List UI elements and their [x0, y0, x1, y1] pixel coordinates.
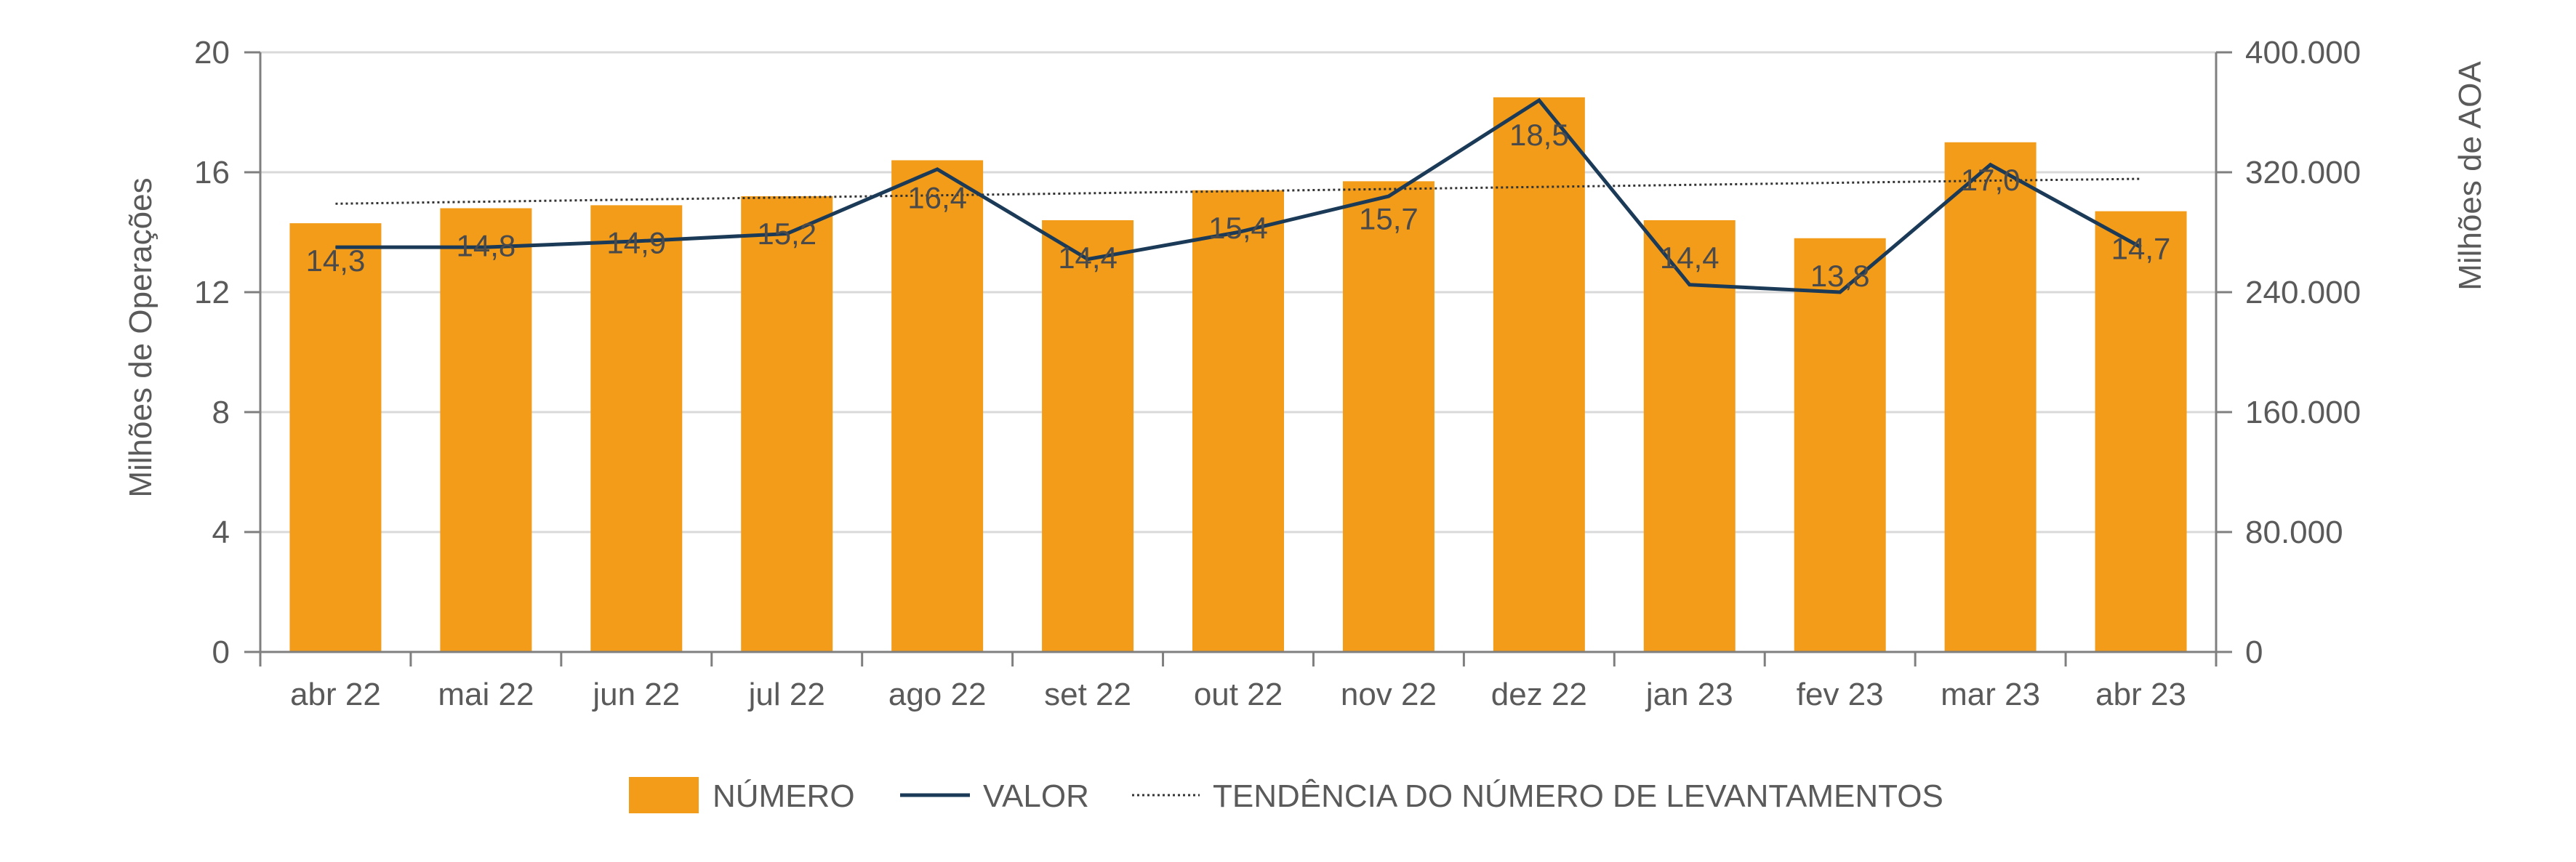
x-tick-label: mar 23: [1941, 677, 2040, 712]
bar-data-label: 16,4: [907, 181, 967, 215]
legend: NÚMERO VALOR TENDÊNCIA DO NÚMERO DE LEVANT…: [629, 777, 1943, 814]
value-point: [2140, 246, 2142, 248]
left-tick-label: 12: [194, 275, 230, 310]
value-point: [1388, 196, 1389, 197]
right-tick-label: 0: [2245, 635, 2263, 670]
right-tick-label: 160.000: [2245, 395, 2361, 430]
bar-jan-23: [1643, 220, 1736, 652]
x-tick-label: abr 23: [2095, 677, 2186, 712]
value-point: [334, 246, 336, 248]
left-tick-label: 0: [212, 635, 230, 670]
bar-data-label: 15,4: [1208, 211, 1268, 245]
x-tick-label: jan 23: [1645, 677, 1733, 712]
axes: 0 4 8 12 16 20 0 80.000 160.000 240.000 320.000 400…: [123, 35, 2488, 712]
right-tick-label: 80.000: [2245, 515, 2343, 550]
legend-label-valor: VALOR: [983, 778, 1089, 814]
bar-dez-22: [1493, 97, 1585, 652]
bar-jul-22: [741, 196, 833, 652]
value-point: [1237, 232, 1239, 233]
bar-jun-22: [590, 205, 683, 652]
legend-label-tendencia: TENDÊNCIA DO NÚMERO DE LEVANTAMENTOS: [1213, 778, 1943, 814]
x-tick-label: out 22: [1194, 677, 1283, 712]
bar-mai-22: [440, 208, 532, 652]
bar-data-label: 15,2: [757, 217, 816, 251]
right-tick-label: 320.000: [2245, 155, 2361, 190]
x-tick-label: jun 22: [591, 677, 680, 712]
left-tick-label: 16: [194, 155, 230, 190]
x-tick-label: ago 22: [888, 677, 987, 712]
x-tick-label: mai 22: [438, 677, 534, 712]
bar-data-label: 15,7: [1359, 201, 1419, 235]
bar-data-label: 17,0: [1961, 163, 2021, 197]
x-tick-label: jul 22: [747, 677, 825, 712]
right-tick-label: 400.000: [2245, 35, 2361, 71]
bar-data-label: 14,7: [2111, 232, 2171, 266]
left-tick-label: 8: [212, 395, 230, 430]
bar-set-22: [1042, 220, 1134, 652]
value-point: [1689, 284, 1690, 286]
bar-fev-23: [1794, 238, 1886, 652]
bar-data-label: 14,4: [1058, 241, 1118, 275]
bar-data-label: 14,4: [1660, 241, 1720, 275]
left-axis-title: Milhões de Operações: [123, 177, 159, 497]
left-tick-label: 20: [194, 35, 230, 71]
x-tick-label: abr 22: [290, 677, 381, 712]
bar-out-22: [1192, 190, 1284, 652]
bar-series: [289, 97, 2187, 652]
bar-data-label: 14,9: [606, 225, 666, 259]
x-tick-label: set 22: [1044, 677, 1131, 712]
bar-abr-22: [289, 223, 382, 652]
right-axis-title: Milhões de AOA: [2452, 61, 2488, 291]
bar-abr-23: [2095, 211, 2187, 652]
value-series: [334, 97, 2142, 294]
bar-data-label: 13,8: [1810, 259, 1870, 293]
x-tick-label: fev 23: [1797, 677, 1884, 712]
value-point: [1990, 164, 1991, 166]
legend-swatch-numero: [629, 777, 699, 813]
trend-line: [335, 177, 2141, 205]
legend-label-numero: NÚMERO: [713, 778, 855, 814]
bar-nov-22: [1342, 181, 1435, 652]
bar-data-label: 14,3: [306, 243, 366, 278]
value-point: [1839, 291, 1841, 293]
data-labels: 14,3 14,8 14,9 15,2 16,4 14,4 15,4 15,7 18,5 14,4…: [306, 118, 2171, 293]
bar-data-label: 18,5: [1509, 118, 1569, 152]
trend-series: [335, 177, 2141, 205]
x-tick-label: nov 22: [1341, 677, 1437, 712]
bar-mar-23: [1944, 142, 2037, 652]
left-tick-label: 4: [212, 515, 230, 550]
value-point: [1538, 100, 1540, 101]
x-tick-label: dez 22: [1491, 677, 1587, 712]
right-tick-label: 240.000: [2245, 275, 2361, 310]
bar-ago-22: [891, 160, 984, 652]
bar-data-label: 14,8: [457, 229, 516, 263]
